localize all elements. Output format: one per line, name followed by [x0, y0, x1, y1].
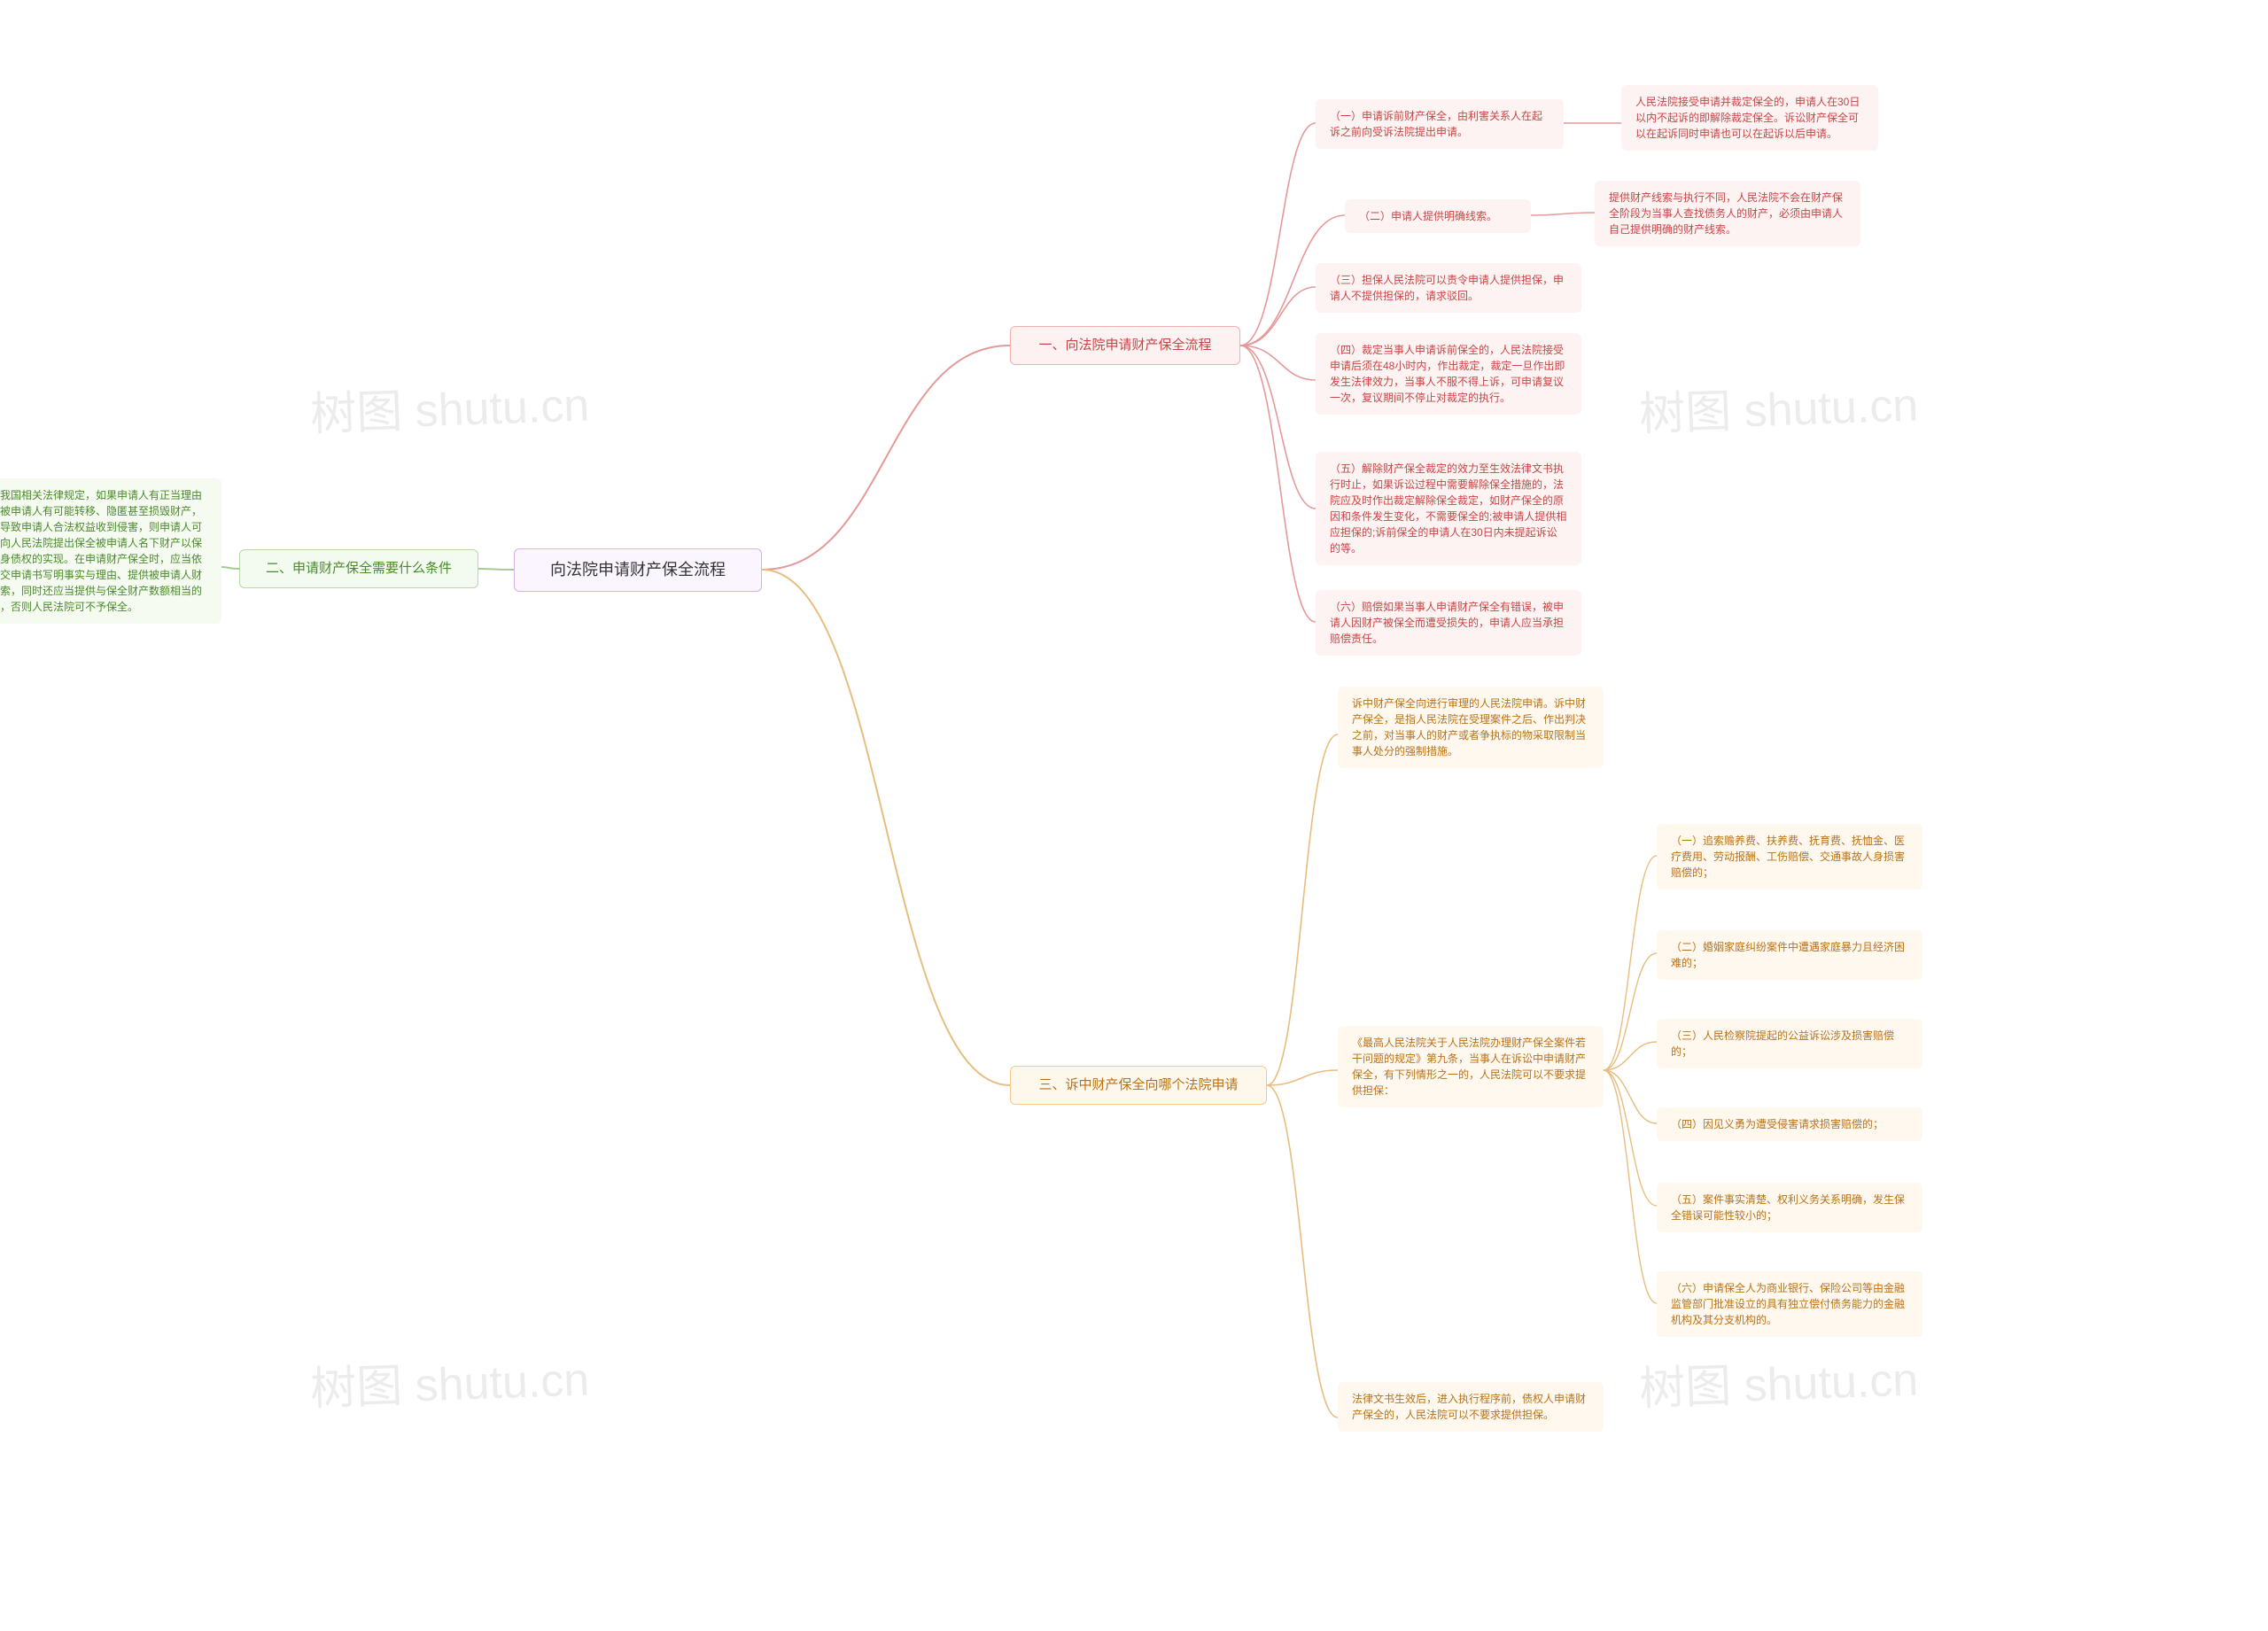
b3c2-sub1-text: （一）追索赡养费、扶养费、抚育费、抚恤金、医疗费用、劳动报酬、工伤赔偿、交通事故…	[1671, 835, 1905, 879]
branch-3[interactable]: 三、诉中财产保全向哪个法院申请	[1010, 1068, 1267, 1103]
b1-child-3-text: （三）担保人民法院可以责令申请人提供担保，申请人不提供担保的，请求驳回。	[1330, 274, 1564, 302]
b3c2-sub5-text: （五）案件事实清楚、权利义务关系明确，发生保全错误可能性较小的；	[1671, 1193, 1905, 1222]
b1-child-6-text: （六）赔偿如果当事人申请财产保全有错误，被申请人因财产被保全而遭受损失的，申请人…	[1330, 601, 1564, 645]
edge-b3c2-s1	[1604, 856, 1657, 1070]
b1-child-1-sub-text: 人民法院接受申请并裁定保全的，申请人在30日以内不起诉的即解除裁定保全。诉讼财产…	[1635, 96, 1860, 140]
b1-child-2-text: （二）申请人提供明确线索。	[1359, 210, 1497, 222]
b1-child-6[interactable]: （六）赔偿如果当事人申请财产保全有错误，被申请人因财产被保全而遭受损失的，申请人…	[1316, 590, 1581, 656]
connector-layer	[0, 0, 2268, 1631]
b1-child-1[interactable]: （一）申请诉前财产保全，由利害关系人在起诉之前向受诉法院提出申请。	[1316, 99, 1564, 149]
edge-b1c2-sub	[1531, 213, 1595, 215]
b1-child-1-sub[interactable]: 人民法院接受申请并裁定保全的，申请人在30日以内不起诉的即解除裁定保全。诉讼财产…	[1621, 85, 1878, 151]
b3-child-2-sub-6[interactable]: （六）申请保全人为商业银行、保险公司等由金融监管部门批准设立的具有独立偿付债务能…	[1657, 1271, 1922, 1337]
watermark: 树图 shutu.cn	[309, 1342, 590, 1418]
mindmap-canvas: 向法院申请财产保全流程 一、向法院申请财产保全流程 （一）申请诉前财产保全，由利…	[0, 0, 2268, 1631]
b3-child-2-sub-4[interactable]: （四）因见义勇为遭受侵害请求损害赔偿的；	[1657, 1107, 1922, 1141]
b3-child-2-sub-3[interactable]: （三）人民检察院提起的公益诉讼涉及损害赔偿的；	[1657, 1019, 1922, 1068]
edge-b3c2-s4	[1604, 1070, 1657, 1123]
b3-child-2-sub-1[interactable]: （一）追索赡养费、扶养费、抚育费、抚恤金、医疗费用、劳动报酬、工伤赔偿、交通事故…	[1657, 824, 1922, 889]
edge-b1-c4	[1240, 346, 1316, 380]
edge-b3c2-s6	[1604, 1070, 1657, 1303]
watermark: 树图 shutu.cn	[309, 368, 590, 444]
b3c2-sub2-text: （二）婚姻家庭纠纷案件中遭遇家庭暴力且经济困难的；	[1671, 941, 1905, 969]
root-node[interactable]: 向法院申请财产保全流程	[514, 549, 762, 590]
b3-child-3-text: 法律文书生效后，进入执行程序前，债权人申请财产保全的，人民法院可以不要求提供担保…	[1352, 1393, 1586, 1421]
b3-child-3[interactable]: 法律文书生效后，进入执行程序前，债权人申请财产保全的，人民法院可以不要求提供担保…	[1338, 1382, 1604, 1432]
edge-b3c2-s2	[1604, 953, 1657, 1070]
b1-child-4-text: （四）裁定当事人申请诉前保全的，人民法院接受申请后须在48小时内，作出裁定，裁定…	[1330, 344, 1565, 404]
b1-child-1-text: （一）申请诉前财产保全，由利害关系人在起诉之前向受诉法院提出申请。	[1330, 110, 1542, 138]
b1-child-4[interactable]: （四）裁定当事人申请诉前保全的，人民法院接受申请后须在48小时内，作出裁定，裁定…	[1316, 333, 1581, 415]
edge-b1-c1	[1240, 123, 1316, 346]
branch-3-label: 三、诉中财产保全向哪个法院申请	[1038, 1077, 1238, 1092]
b3-child-2-sub-5[interactable]: （五）案件事实清楚、权利义务关系明确，发生保全错误可能性较小的；	[1657, 1183, 1922, 1232]
edge-b3-c2	[1267, 1070, 1338, 1085]
b3c2-sub6-text: （六）申请保全人为商业银行、保险公司等由金融监管部门批准设立的具有独立偿付债务能…	[1671, 1282, 1905, 1326]
edge-root-b1	[762, 346, 1010, 570]
branch-2[interactable]: 二、申请财产保全需要什么条件	[239, 551, 478, 586]
b2-child-text: 根据我国相关法律规定，如果申请人有正当理由认为被申请人有可能转移、隐匿甚至损毁财…	[0, 489, 202, 613]
root-label: 向法院申请财产保全流程	[550, 561, 726, 579]
b1-child-5-text: （五）解除财产保全裁定的效力至生效法律文书执行时止，如果诉讼过程中需要解除保全措…	[1330, 462, 1566, 555]
b2-child[interactable]: 根据我国相关法律规定，如果申请人有正当理由认为被申请人有可能转移、隐匿甚至损毁财…	[0, 478, 221, 624]
b1-child-2[interactable]: （二）申请人提供明确线索。	[1345, 199, 1531, 233]
b3-child-2-sub-2[interactable]: （二）婚姻家庭纠纷案件中遭遇家庭暴力且经济困难的；	[1657, 930, 1922, 980]
edge-b2-leaf	[221, 567, 239, 569]
watermark: 树图 shutu.cn	[1638, 368, 1919, 444]
b1-child-2-sub-text: 提供财产线索与执行不同，人民法院不会在财产保全阶段为当事人查找债务人的财产，必须…	[1609, 191, 1843, 236]
edge-root-b2	[478, 569, 514, 570]
edge-b1-c5	[1240, 346, 1316, 509]
edge-b1-c3	[1240, 287, 1316, 346]
edge-b3c2-s5	[1604, 1070, 1657, 1206]
b3-child-1-text: 诉中财产保全向进行审理的人民法院申请。诉中财产保全，是指人民法院在受理案件之后、…	[1352, 697, 1586, 757]
branch-1[interactable]: 一、向法院申请财产保全流程	[1010, 328, 1240, 363]
edge-b3c2-s3	[1604, 1042, 1657, 1070]
b3c2-sub4-text: （四）因见义勇为遭受侵害请求损害赔偿的；	[1671, 1118, 1884, 1130]
branch-2-label: 二、申请财产保全需要什么条件	[266, 561, 452, 576]
edge-root-b3	[762, 570, 1010, 1085]
branch-1-label: 一、向法院申请财产保全流程	[1038, 338, 1211, 353]
b3-child-2[interactable]: 《最高人民法院关于人民法院办理财产保全案件若干问题的规定》第九条，当事人在诉讼中…	[1338, 1026, 1604, 1107]
watermark: 树图 shutu.cn	[1638, 1342, 1919, 1418]
edge-b3-c3	[1267, 1085, 1338, 1417]
b1-child-5[interactable]: （五）解除财产保全裁定的效力至生效法律文书执行时止，如果诉讼过程中需要解除保全措…	[1316, 452, 1581, 565]
edge-b1-c6	[1240, 346, 1316, 622]
b3c2-sub3-text: （三）人民检察院提起的公益诉讼涉及损害赔偿的；	[1671, 1029, 1894, 1058]
b3-child-1[interactable]: 诉中财产保全向进行审理的人民法院申请。诉中财产保全，是指人民法院在受理案件之后、…	[1338, 687, 1604, 768]
b1-child-3[interactable]: （三）担保人民法院可以责令申请人提供担保，申请人不提供担保的，请求驳回。	[1316, 263, 1581, 313]
b3-child-2-text: 《最高人民法院关于人民法院办理财产保全案件若干问题的规定》第九条，当事人在诉讼中…	[1352, 1037, 1586, 1097]
b1-child-2-sub[interactable]: 提供财产线索与执行不同，人民法院不会在财产保全阶段为当事人查找债务人的财产，必须…	[1595, 181, 1860, 246]
edge-b3-c1	[1267, 734, 1338, 1085]
